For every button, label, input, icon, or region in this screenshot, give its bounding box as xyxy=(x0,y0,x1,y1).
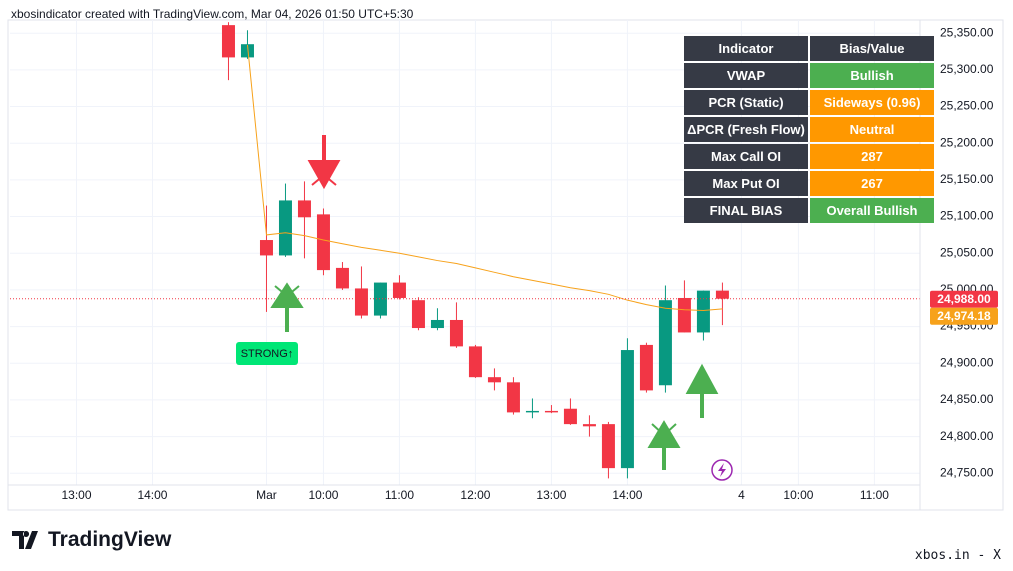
annotation: STRONG↑ xyxy=(241,348,294,360)
candle-body xyxy=(658,300,672,386)
x-tick-label: 12:00 xyxy=(460,488,490,502)
candle-body xyxy=(582,424,596,427)
candle-body xyxy=(487,377,501,383)
candle-body xyxy=(297,200,311,218)
table-key-cell: PCR (Static) xyxy=(684,90,808,115)
candle-body xyxy=(411,300,425,329)
vwap-line xyxy=(246,44,723,311)
table-row: VWAP Bullish xyxy=(684,63,934,88)
candle-body xyxy=(715,290,729,299)
x-tick-label: 4 xyxy=(738,488,745,502)
table-header-cell: Indicator xyxy=(684,36,808,61)
x-tick-label: 14:00 xyxy=(137,488,167,502)
candle-body xyxy=(259,240,273,256)
candle-body xyxy=(240,44,254,58)
x-tick-label: 13:00 xyxy=(61,488,91,502)
y-tick-label: 25,350.00 xyxy=(940,25,994,39)
buy-arrow xyxy=(685,363,719,418)
buy-arrow xyxy=(270,282,304,332)
candle-body xyxy=(506,382,520,413)
y-tick-label: 24,850.00 xyxy=(940,392,994,406)
logo-text: TradingView xyxy=(48,528,172,551)
x-tick-label: 11:00 xyxy=(860,488,889,502)
sell-arrow xyxy=(307,135,341,190)
candle-body xyxy=(354,288,368,316)
signal-markers xyxy=(270,135,719,470)
candle-body xyxy=(278,200,292,256)
buy-arrow xyxy=(647,420,681,470)
logo: TradingView xyxy=(12,528,171,552)
price-label-box xyxy=(930,307,998,325)
table-key-cell: VWAP xyxy=(684,63,808,88)
candle-body xyxy=(221,25,235,58)
logo-icon xyxy=(12,531,38,549)
candle-body xyxy=(525,410,539,413)
y-tick-label: 25,250.00 xyxy=(940,99,994,113)
x-tick-label: Mar xyxy=(256,488,277,502)
x-tick-label: 11:00 xyxy=(385,488,414,502)
x-tick-label: 10:00 xyxy=(308,488,338,502)
table-row: Max Call OI 287 xyxy=(684,144,934,169)
price-label: 24,974.18 xyxy=(937,309,991,323)
price-label-box xyxy=(930,290,998,308)
table-key-cell: Max Call OI xyxy=(684,144,808,169)
table-value-cell: 267 xyxy=(810,171,934,196)
candle-body xyxy=(392,282,406,298)
candle-body xyxy=(335,267,349,289)
table-value-cell: Bullish xyxy=(810,63,934,88)
price-label: 24,988.00 xyxy=(937,292,991,306)
candle-body xyxy=(639,344,653,391)
y-tick-label: 25,050.00 xyxy=(940,245,994,259)
table-value-cell: Overall Bullish xyxy=(810,198,934,223)
table-key-cell: FINAL BIAS xyxy=(684,198,808,223)
y-tick-label: 24,800.00 xyxy=(940,429,994,443)
table-value-cell: Sideways (0.96) xyxy=(810,90,934,115)
chart-frame xyxy=(7,19,1004,511)
x-tick-label: 14:00 xyxy=(612,488,642,502)
y-tick-label: 25,100.00 xyxy=(940,209,994,223)
table-header-cell: Bias/Value xyxy=(810,36,934,61)
x-tick-label: 10:00 xyxy=(783,488,813,502)
annotation-box xyxy=(236,342,298,365)
y-tick-label: 24,900.00 xyxy=(940,355,994,369)
candle-body xyxy=(373,282,387,316)
candle-body xyxy=(677,297,691,333)
candle-body xyxy=(316,214,330,271)
plot xyxy=(10,22,920,479)
y-tick-label: 25,300.00 xyxy=(940,62,994,76)
header: xbosindicator created with TradingView.c… xyxy=(11,7,414,21)
candle-body xyxy=(620,350,634,469)
table-row: Max Put OI 267 xyxy=(684,171,934,196)
y-tick-label: 25,150.00 xyxy=(940,172,994,186)
table-value-cell: Neutral xyxy=(810,117,934,142)
table-value-cell: 287 xyxy=(810,144,934,169)
candle-body xyxy=(430,319,444,329)
candle-body xyxy=(449,319,463,347)
candle-body xyxy=(544,410,558,413)
candle-body xyxy=(468,346,482,378)
y-tick-label: 25,200.00 xyxy=(940,135,994,149)
candle-body xyxy=(696,290,710,333)
y-tick-label: 24,750.00 xyxy=(940,465,994,479)
table-row: FINAL BIAS Overall Bullish xyxy=(684,198,934,223)
table-row: PCR (Static) Sideways (0.96) xyxy=(684,90,934,115)
indicator-table: Indicator Bias/Value VWAP Bullish PCR (Stati… xyxy=(682,34,936,225)
table-key-cell: ΔPCR (Fresh Flow) xyxy=(684,117,808,142)
candle-body xyxy=(563,408,577,425)
candle-body xyxy=(601,424,615,469)
event-icon-bolt xyxy=(718,463,726,477)
table-row: ΔPCR (Fresh Flow) Neutral xyxy=(684,117,934,142)
table-key-cell: Max Put OI xyxy=(684,171,808,196)
credit: xbos.in - X xyxy=(914,548,1001,563)
table-header-row: Indicator Bias/Value xyxy=(684,36,934,61)
x-tick-label: 13:00 xyxy=(536,488,566,502)
